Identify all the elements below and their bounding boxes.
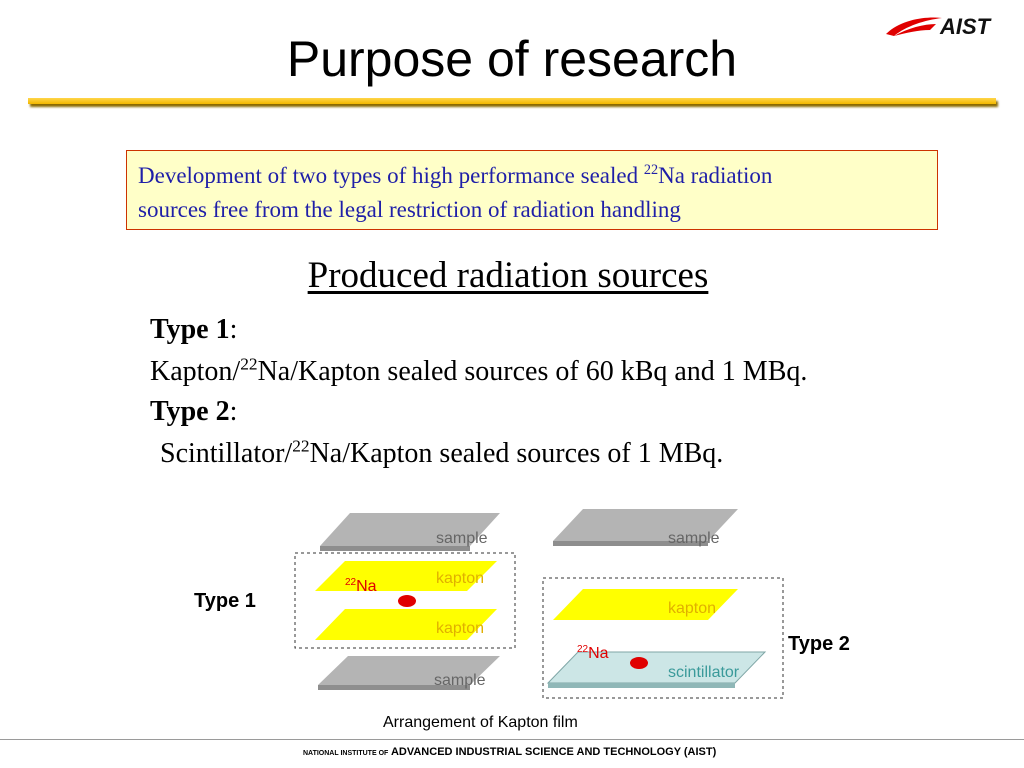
purpose-line-1: Development of two types of high perform… [138,159,937,193]
type2-sample-plate [553,509,738,541]
type1-description: Kapton/22Na/Kapton sealed sources of 60 … [150,354,808,388]
type2-sealed-boundary [542,577,784,699]
type2-sample-edge [553,541,708,546]
type2-description: Scintillator/22Na/Kapton sealed sources … [160,436,724,470]
footer-institute-name: ADVANCED INDUSTRIAL SCIENCE AND TECHNOLO… [390,746,717,758]
type1-text: Na/Kapton sealed sources of 60 kBq and 1… [257,356,808,387]
type1-bottom-sample-label: sample [434,672,486,689]
type1-heading: Type 1: [150,314,237,346]
footer-divider [0,739,1024,740]
type1-sealed-boundary [294,552,516,649]
diagram-caption: Arrangement of Kapton film [383,714,578,731]
type2-na-source [630,657,648,669]
type2-na-text: Na [588,645,609,662]
type2-text: Scintillator/ [160,438,293,469]
footer-prefix: NATIONAL INSTITUTE OF [303,750,389,757]
type1-na-source [398,595,416,607]
colon: : [229,396,238,427]
page-title: Purpose of research [286,31,738,87]
type2-stack: sample kapton scintillator 22Na [542,509,784,699]
type1-heading-label: Type 1 [150,314,230,345]
type2-kapton [553,589,738,620]
type1-top-sample-label: sample [436,530,488,547]
purpose-line-2: sources free from the legal restriction … [138,197,681,222]
type1-bottom-kapton [315,609,497,640]
aist-logo: AIST [886,14,992,39]
type1-sup: 22 [240,354,258,374]
type2-heading-label: Type 2 [150,396,230,427]
type1-na-sup: 22 [345,577,357,588]
type1-na-text: Na [356,578,377,595]
type1-top-sample-plate [320,513,500,546]
type2-diagram-label: Type 2 [788,633,850,655]
type1-diagram-label: Type 1 [194,590,256,612]
type1-top-kapton-label: kapton [436,570,484,587]
type2-kapton-label: kapton [668,600,716,617]
type2-heading: Type 2: [150,396,237,428]
type1-top-sample-edge [320,546,470,551]
type1-text: Kapton/ [150,356,241,387]
type1-bottom-sample-edge [318,685,470,690]
aist-logo-text: AIST [939,14,992,39]
type2-na-label: 22Na [577,644,609,662]
type1-top-kapton [315,561,497,591]
purpose-text: Na radiation [658,163,773,188]
type2-text: Na/Kapton sealed sources of 1 MBq. [309,438,724,469]
type2-sup: 22 [292,436,310,456]
type2-scintillator-edge [548,683,735,688]
type2-sample-label: sample [668,530,720,547]
type2-scintillator-label: scintillator [668,664,740,681]
type2-na-sup: 22 [577,644,589,655]
footer: NATIONAL INSTITUTE OF ADVANCED INDUSTRIA… [303,746,716,758]
type1-bottom-kapton-label: kapton [436,620,484,637]
type1-stack: sample kapton 22Na kapton sample [294,513,516,690]
purpose-sup: 22 [643,162,659,179]
type1-bottom-sample-plate [318,656,500,685]
type1-na-label: 22Na [345,577,377,595]
purpose-text: Development of two types of high perform… [138,163,644,188]
section-subtitle: Produced radiation sources [307,255,709,296]
colon: : [229,314,238,345]
purpose-box: Development of two types of high perform… [126,150,938,230]
title-underline [28,98,996,104]
